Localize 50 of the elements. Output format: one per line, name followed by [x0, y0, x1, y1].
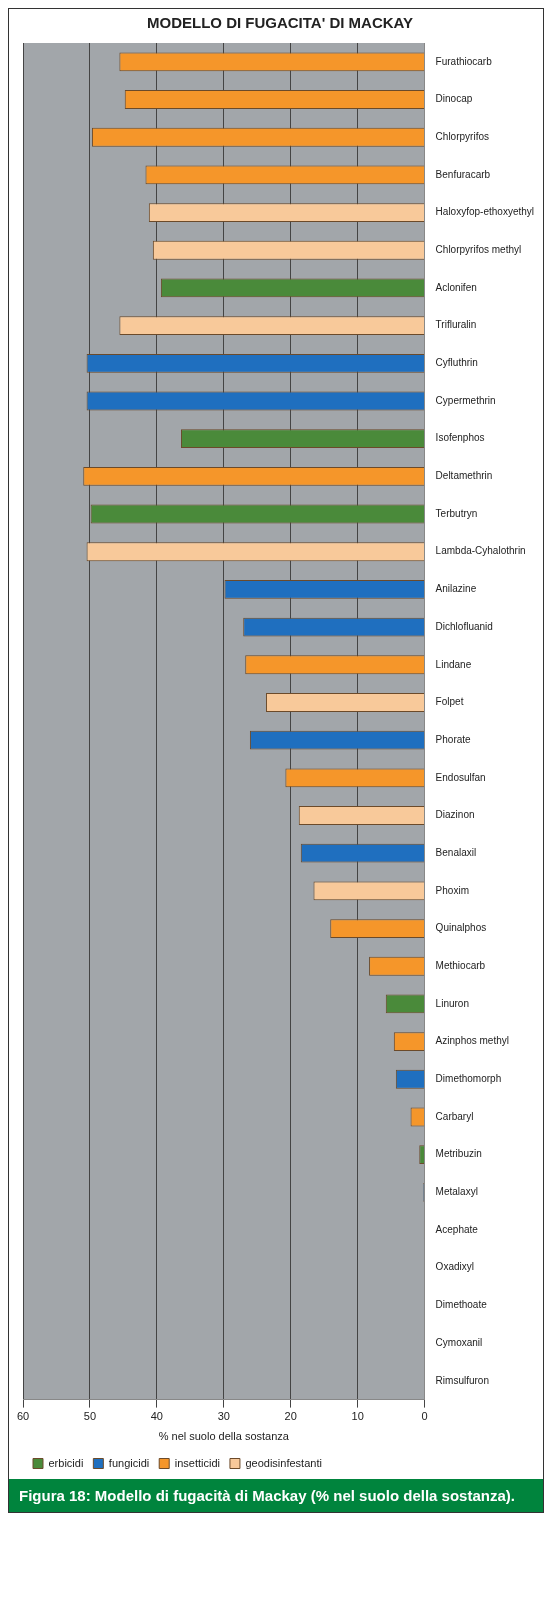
y-tick-label: Oxadixyl	[435, 1261, 474, 1273]
x-tick-label: 50	[83, 1410, 97, 1423]
y-tick-label: Benfuracarb	[435, 168, 491, 180]
y-tick-label: Aclonifen	[435, 281, 477, 293]
x-tick-label: 30	[217, 1410, 230, 1423]
y-tick-label: Chlorpyrifos methyl	[435, 244, 522, 256]
legend-label: erbicidi	[48, 1456, 84, 1469]
y-tick-label: Endosulfan	[435, 771, 486, 783]
y-tick-label: Lindane	[435, 658, 472, 670]
y-tick-label: Diazinon	[435, 809, 475, 821]
y-tick-label: Phorate	[435, 733, 472, 745]
x-tick-label: 20	[284, 1410, 297, 1423]
y-tick-label: Methiocarb	[435, 959, 486, 971]
y-tick-label: Trifluralin	[435, 319, 477, 331]
text: Figura 18: Modello di fugacità di Mackay (% nel suolo della sostanza).	[9, 1479, 543, 1512]
y-tick-label: Anilazine	[435, 583, 477, 595]
y-tick-label: Haloxyfop-ethoxyethyl	[435, 206, 535, 218]
y-tick-label: Metalaxyl	[435, 1186, 478, 1198]
y-tick-label: Lambda-Cyhalothrin	[435, 545, 526, 557]
x-tick-label: 60	[16, 1410, 30, 1423]
y-tick-label: Benalaxil	[435, 846, 477, 858]
y-tick-label: Deltamethrin	[435, 470, 493, 482]
y-tick-label: Dimethoate	[435, 1299, 488, 1311]
y-tick-label: Dimethomorph	[435, 1073, 502, 1085]
y-tick-label: Phoxim	[435, 884, 469, 896]
y-tick-label: Terbutryn	[435, 507, 478, 519]
y-tick-label: Quinalphos	[435, 922, 487, 934]
y-tick-label: Acephate	[435, 1223, 479, 1235]
y-tick-label: Isofenphos	[435, 432, 485, 444]
x-tick-label: 0	[421, 1410, 428, 1423]
y-tick-label: Folpet	[435, 696, 464, 708]
legend-label: geodisinfestanti	[245, 1456, 322, 1469]
y-tick-label: Metribuzin	[435, 1148, 482, 1160]
y-tick-label: Rimsulfuron	[435, 1374, 489, 1386]
x-axis-title: % nel suolo della sostanza	[158, 1430, 290, 1443]
y-tick-label: Cypermethrin	[435, 394, 496, 406]
legend-label: insetticidi	[174, 1456, 220, 1469]
x-tick-label: 40	[150, 1410, 163, 1423]
y-tick-label: Chlorpyrifos	[435, 130, 489, 142]
y-tick-label: Carbaryl	[435, 1110, 474, 1122]
legend-label: fungicidi	[108, 1456, 150, 1469]
y-tick-label: Dinocap	[435, 93, 473, 105]
y-tick-label: Furathiocarb	[435, 55, 493, 67]
x-tick-label: 10	[351, 1410, 364, 1423]
y-tick-label: Linuron	[435, 997, 469, 1009]
chart-title: MODELLO DI FUGACITA' DI MACKAY	[146, 14, 414, 32]
y-tick-label: Cyfluthrin	[435, 357, 478, 369]
y-tick-label: Cymoxanil	[435, 1336, 483, 1348]
y-tick-label: Dichlofluanid	[435, 620, 493, 632]
y-tick-label: Azinphos methyl	[435, 1035, 509, 1047]
